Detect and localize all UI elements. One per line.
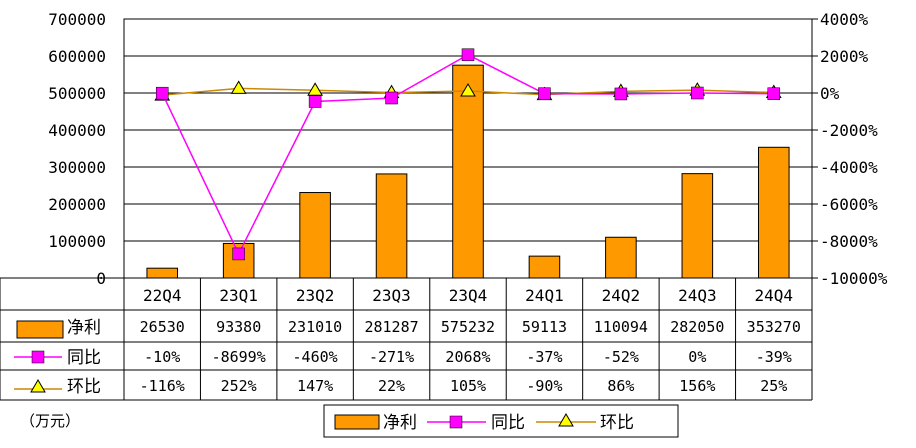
right-axis-tick-label: -4000%: [820, 158, 878, 177]
unit-note: （万元）: [20, 412, 80, 430]
right-axis-tick-label: -8000%: [820, 232, 878, 251]
x-tick-label: 24Q3: [678, 286, 717, 305]
right-axis-tick-label: 0%: [820, 84, 840, 103]
right-axis-tick-label: -2000%: [820, 121, 878, 140]
x-tick-label: 24Q2: [602, 286, 641, 305]
table-cell-value: 2068%: [445, 348, 490, 366]
legend-swatch-qoq-marker: [558, 413, 574, 427]
left-axis-tick-label: 100000: [48, 232, 106, 251]
left-axis-tick-label: 700000: [48, 10, 106, 29]
left-axis-tick-label: 600000: [48, 47, 106, 66]
x-tick-label: 23Q3: [372, 286, 411, 305]
right-axis-tick-label: -6000%: [820, 195, 878, 214]
table-cell-value: 0%: [688, 348, 706, 366]
marker-yoy: [614, 87, 628, 101]
table-cell-value: 86%: [607, 377, 634, 395]
bar-net-profit: [605, 236, 637, 279]
x-tick-label: 24Q4: [755, 286, 794, 305]
x-tick-label: 23Q2: [296, 286, 335, 305]
bar-net-profit: [146, 267, 179, 279]
bar-net-profit: [299, 192, 331, 279]
marker-qoq: [230, 80, 247, 94]
table-cell-value: 231010: [288, 318, 342, 336]
marker-yoy: [308, 95, 322, 108]
table-swatch-yoy-marker: [31, 350, 45, 364]
table-cell-value: -39%: [756, 348, 792, 366]
marker-yoy: [461, 48, 475, 61]
table-cell-value: 575232: [441, 318, 495, 336]
table-cell-value: -8699%: [212, 348, 266, 366]
marker-yoy: [538, 87, 551, 100]
table-cell-value: 252%: [221, 377, 257, 395]
left-axis-tick-label: 400000: [48, 121, 106, 140]
legend-swatch-net-profit: [334, 414, 380, 430]
bar-net-profit: [757, 146, 790, 279]
right-axis-tick-label: 2000%: [820, 47, 869, 66]
table-cell-value: 59113: [522, 318, 567, 336]
table-cell-value: -460%: [293, 348, 338, 366]
table-cell-value: 25%: [760, 377, 787, 395]
marker-yoy: [767, 87, 781, 100]
marker-qoq: [460, 83, 476, 97]
legend-label: 净利: [383, 413, 417, 433]
table-series-label: 环比: [67, 377, 101, 397]
x-tick-label: 22Q4: [143, 286, 182, 305]
left-axis-tick-label: 500000: [48, 84, 106, 103]
table-cell-value: -90%: [526, 377, 562, 395]
bar-net-profit: [375, 173, 408, 279]
x-tick-label: 23Q4: [449, 286, 488, 305]
table-cell-value: 26530: [140, 318, 185, 336]
x-tick-label: 23Q1: [219, 286, 258, 305]
right-axis-tick-label: 4000%: [820, 10, 869, 29]
marker-yoy: [232, 247, 245, 261]
x-tick-label: 24Q1: [525, 286, 564, 305]
left-axis-tick-label: 300000: [48, 158, 106, 177]
marker-yoy: [385, 91, 398, 105]
table-cell-value: 156%: [679, 377, 715, 395]
table-cell-value: 147%: [297, 377, 333, 395]
table-cell-value: 353270: [747, 318, 801, 336]
table-cell-value: -37%: [526, 348, 562, 366]
table-cell-value: 105%: [450, 377, 486, 395]
legend-box: [323, 404, 679, 438]
table-cell-value: 281287: [364, 318, 418, 336]
right-axis-tick-label: -10000%: [820, 269, 888, 288]
bar-net-profit: [681, 173, 714, 279]
table-cell-value: -271%: [369, 348, 414, 366]
table-cell-value: 282050: [670, 318, 724, 336]
legend-label: 同比: [491, 413, 525, 433]
table-cell-value: 93380: [216, 318, 261, 336]
table-cell-value: -10%: [144, 348, 180, 366]
table-cell-value: -116%: [140, 377, 185, 395]
table-cell-value: 110094: [594, 318, 648, 336]
table-series-label: 净利: [67, 318, 101, 338]
marker-yoy: [155, 86, 169, 100]
legend-label: 环比: [600, 413, 634, 433]
legend-swatch-yoy-marker: [449, 415, 463, 429]
table-swatch-qoq-marker: [30, 379, 46, 393]
table-cell-value: 22%: [378, 377, 405, 395]
bar-net-profit: [528, 255, 561, 279]
bar-net-profit: [452, 64, 484, 279]
left-axis-tick-label: 200000: [48, 195, 106, 214]
marker-yoy: [691, 86, 704, 100]
table-swatch-net-profit: [16, 320, 64, 339]
table-cell-value: -52%: [603, 348, 639, 366]
table-series-label: 同比: [67, 348, 101, 368]
marker-qoq: [307, 82, 323, 96]
